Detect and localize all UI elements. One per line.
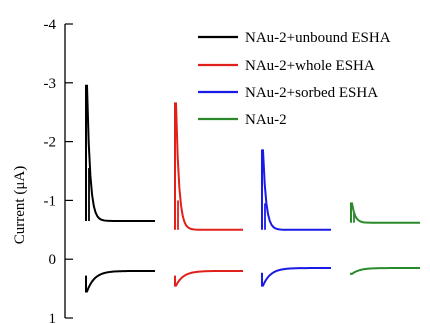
legend-label: NAu-2+unbound ESHA: [245, 30, 391, 46]
legend-label: NAu-2: [245, 112, 287, 128]
legend: NAu-2+unbound ESHA NAu-2+whole ESHA NAu-2+…: [198, 30, 391, 128]
series-trace-charge: [86, 86, 155, 221]
y-tick-labels: -4 -3 -2 -1 0 1: [44, 17, 57, 324]
y-tick-label: 0: [49, 252, 57, 268]
series-trace-charge: [262, 150, 331, 229]
y-tick-label: -4: [44, 17, 57, 33]
y-tick-label: -1: [44, 193, 57, 209]
y-tick-label: 1: [49, 311, 57, 324]
series-trace-charge: [351, 203, 420, 222]
y-ticks: [65, 24, 73, 318]
y-axis-title: Current (μA): [12, 166, 28, 244]
legend-label: NAu-2+sorbed ESHA: [245, 85, 378, 101]
series-trace-discharge: [262, 268, 331, 286]
y-tick-label: -3: [44, 76, 57, 92]
series-trace-discharge: [175, 271, 243, 286]
series-trace-discharge: [351, 268, 420, 274]
y-tick-label: -2: [44, 135, 57, 151]
series-trace-discharge: [86, 271, 155, 292]
series-trace-charge: [175, 103, 243, 229]
legend-label: NAu-2+whole ESHA: [245, 58, 375, 74]
